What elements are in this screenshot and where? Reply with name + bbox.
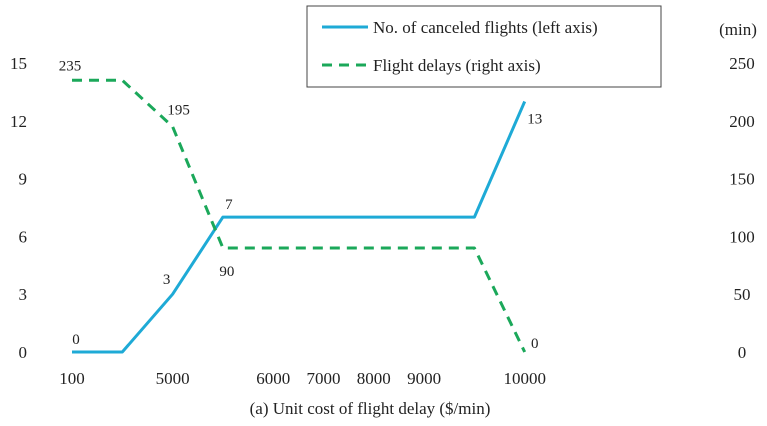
x-tick-label: 9000 [407,369,441,388]
flight-delays-data-label: 235 [59,58,82,74]
y-right-tick-label: 150 [729,170,755,189]
x-tick-label: 10000 [503,369,546,388]
legend-box [306,5,662,88]
legend-label-canceled-flights: No. of canceled flights (left axis) [373,18,598,37]
x-tick-label: 100 [59,369,85,388]
y-right-tick-label: 100 [729,227,755,246]
y-left-tick-label: 12 [10,112,27,131]
y-left-tick-label: 6 [19,227,28,246]
y-left-tick-label: 0 [19,343,28,362]
x-tick-label: 7000 [307,369,341,388]
canceled-flights-line [72,100,527,354]
y-left-tick-label: 9 [19,170,28,189]
flight-delays-data-label: 90 [219,264,234,280]
canceled-flights-data-label: 7 [225,197,233,213]
canceled-flights-data-label: 3 [163,272,171,288]
flight-delays-line [72,78,527,353]
y-right-tick-label: 0 [738,343,747,362]
y-left-tick-label: 15 [10,54,27,73]
y-left-tick-label: 3 [19,285,28,304]
canceled-flights-data-label: 0 [72,332,80,348]
y-right-axis-label: (min) [719,20,757,39]
canceled-flights-data-label: 13 [527,112,542,128]
legend-label-flight-delays: Flight delays (right axis) [373,56,541,75]
x-tick-label: 5000 [156,369,190,388]
x-tick-label: 6000 [256,369,290,388]
flight-delays-data-label: 0 [531,336,539,352]
flight-delays-data-label: 195 [167,103,190,119]
x-axis-label: (a) Unit cost of flight delay ($/min) [250,399,491,418]
y-right-tick-label: 250 [729,54,755,73]
y-right-tick-label: 50 [734,285,751,304]
x-tick-label: 8000 [357,369,391,388]
y-right-tick-label: 200 [729,112,755,131]
